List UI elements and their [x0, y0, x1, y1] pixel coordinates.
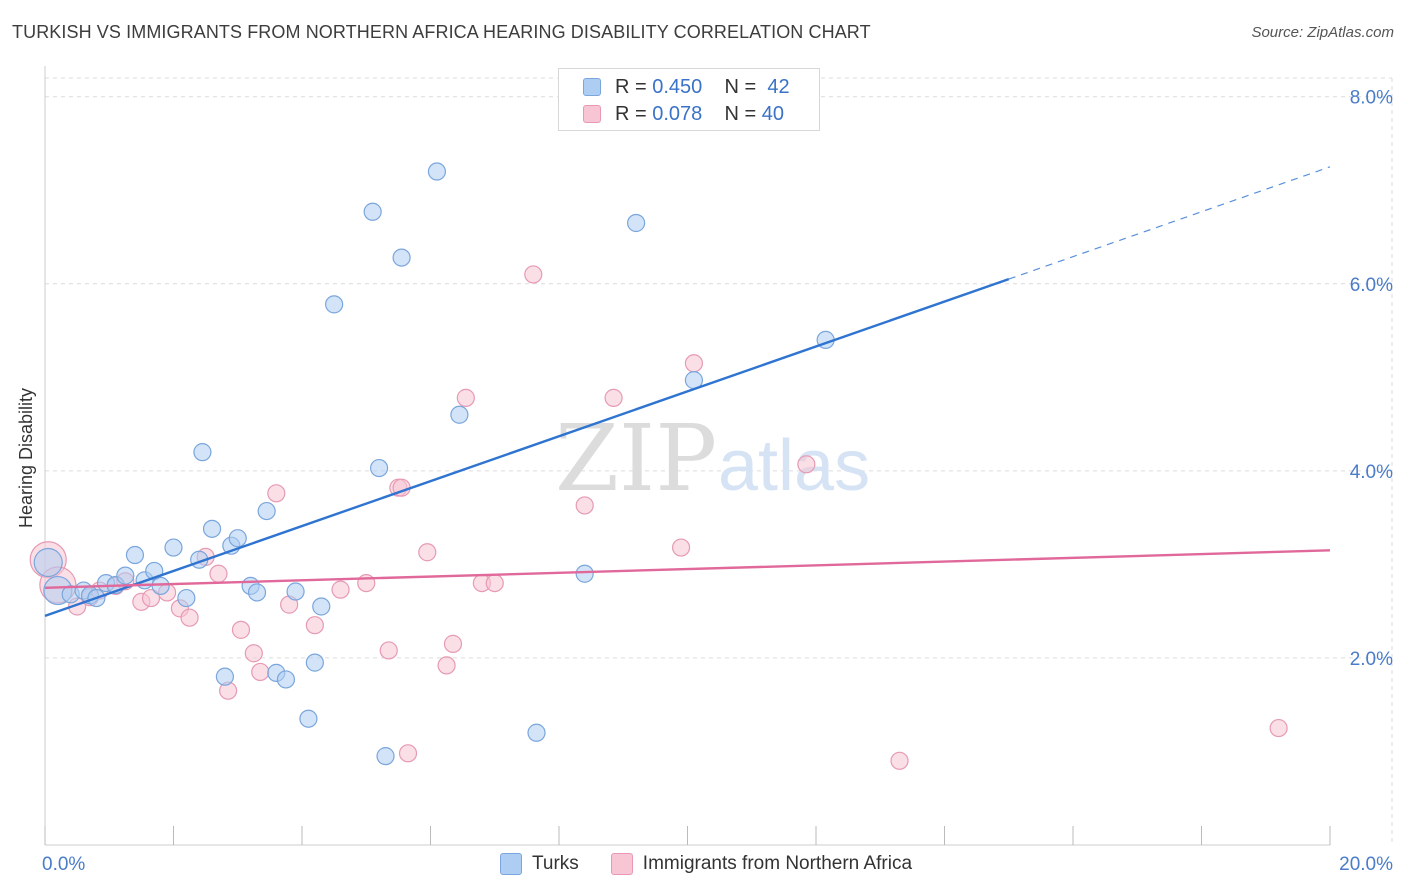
africa-point	[231, 620, 251, 639]
legend-r-value: 0.450	[652, 75, 703, 98]
turks-point	[286, 582, 305, 601]
turks-point	[370, 458, 389, 478]
axes	[44, 66, 1331, 846]
turks-point	[527, 723, 546, 742]
turks-point	[33, 547, 63, 578]
x-tick-label: 0.0%	[42, 854, 85, 875]
bottom-legend: Turks Immigrants from Northern Africa	[500, 852, 912, 876]
bottom-legend-swatch-africa	[610, 853, 633, 875]
turks-point	[450, 405, 469, 424]
series-turks-points	[33, 162, 835, 766]
series-africa-points	[29, 265, 1288, 770]
africa-point	[251, 662, 270, 682]
africa-point	[684, 354, 704, 373]
legend-n-label: N =	[724, 102, 757, 125]
africa-point	[485, 573, 504, 593]
africa-point	[1269, 718, 1288, 738]
x-tick-label: 20.0%	[1339, 854, 1393, 875]
bottom-legend-swatch-turks	[500, 853, 522, 875]
africa-point	[671, 538, 691, 557]
legend-r-label: R =	[615, 75, 647, 98]
africa-point	[418, 543, 437, 562]
africa-point	[398, 744, 418, 763]
legend-row-turks: R = 0.450 N = 42	[583, 75, 790, 99]
turks-point	[427, 162, 447, 181]
watermark-atlas: atlas	[718, 426, 870, 506]
africa-point	[267, 484, 286, 503]
turks-point	[257, 501, 276, 521]
bottom-legend-label-turks: Turks	[532, 853, 579, 874]
africa-point	[141, 588, 161, 608]
turks-point	[626, 213, 646, 233]
legend-n-value: 40	[761, 102, 785, 125]
tick-labels: 2.0% 4.0% 6.0% 8.0% 0.0% 20.0%	[42, 88, 1393, 875]
watermark: ZIP atlas	[555, 405, 870, 512]
africa-point	[180, 608, 199, 627]
africa-point	[379, 641, 398, 660]
turks-point	[202, 519, 222, 538]
africa-point	[575, 496, 594, 515]
watermark-zip: ZIP	[555, 405, 717, 512]
turks-point	[312, 597, 331, 616]
turks-point	[193, 443, 212, 462]
africa-point	[437, 656, 456, 675]
turks-point	[177, 588, 196, 608]
y-axis-label: Hearing Disability	[16, 388, 36, 528]
legend-row-africa: R = 0.078 N = 40	[583, 102, 784, 126]
turks-point	[215, 667, 234, 686]
turks-point	[376, 747, 395, 766]
turks-trend-extension	[1008, 166, 1331, 280]
y-tick-label: 8.0%	[1350, 88, 1393, 109]
africa-trend-line	[44, 549, 1331, 589]
africa-point	[890, 751, 909, 770]
y-tick-label: 4.0%	[1350, 462, 1393, 483]
africa-point	[604, 388, 623, 407]
y-tick-label: 6.0%	[1350, 275, 1393, 296]
africa-point	[456, 388, 475, 407]
turks-point	[228, 529, 247, 548]
africa-point	[244, 644, 263, 663]
africa-point	[305, 616, 324, 635]
legend-swatch-africa	[583, 105, 601, 123]
legend-r-value: 0.078	[652, 102, 703, 125]
legend-n-value: 42	[767, 75, 790, 98]
source-label: Source: ZipAtlas.com	[1251, 24, 1394, 41]
legend-swatch-turks	[583, 78, 601, 96]
turks-point	[151, 576, 170, 596]
turks-point	[276, 670, 296, 689]
turks-point	[325, 295, 344, 314]
legend-box: R = 0.450 N = 42 R = 0.078 N = 40	[558, 68, 820, 131]
africa-point	[443, 634, 463, 653]
turks-point	[116, 566, 135, 585]
legend-r-label: R =	[615, 102, 647, 125]
turks-point	[247, 583, 267, 602]
turks-point	[299, 709, 318, 728]
turks-point	[305, 653, 324, 672]
turks-point	[392, 248, 411, 267]
turks-trend-line	[44, 277, 1010, 617]
chart-title: TURKISH VS IMMIGRANTS FROM NORTHERN AFRI…	[12, 22, 871, 42]
y-tick-label: 2.0%	[1350, 649, 1393, 670]
africa-point	[524, 265, 543, 284]
turks-point	[575, 564, 594, 583]
africa-point	[797, 455, 816, 474]
legend-n-label: N =	[724, 75, 757, 98]
trend-lines	[44, 166, 1331, 617]
africa-point	[331, 580, 350, 599]
bottom-legend-label-africa: Immigrants from Northern Africa	[642, 853, 913, 874]
africa-point	[209, 564, 228, 583]
turks-point	[125, 545, 145, 565]
turks-point	[363, 202, 382, 221]
turks-point	[164, 538, 183, 557]
